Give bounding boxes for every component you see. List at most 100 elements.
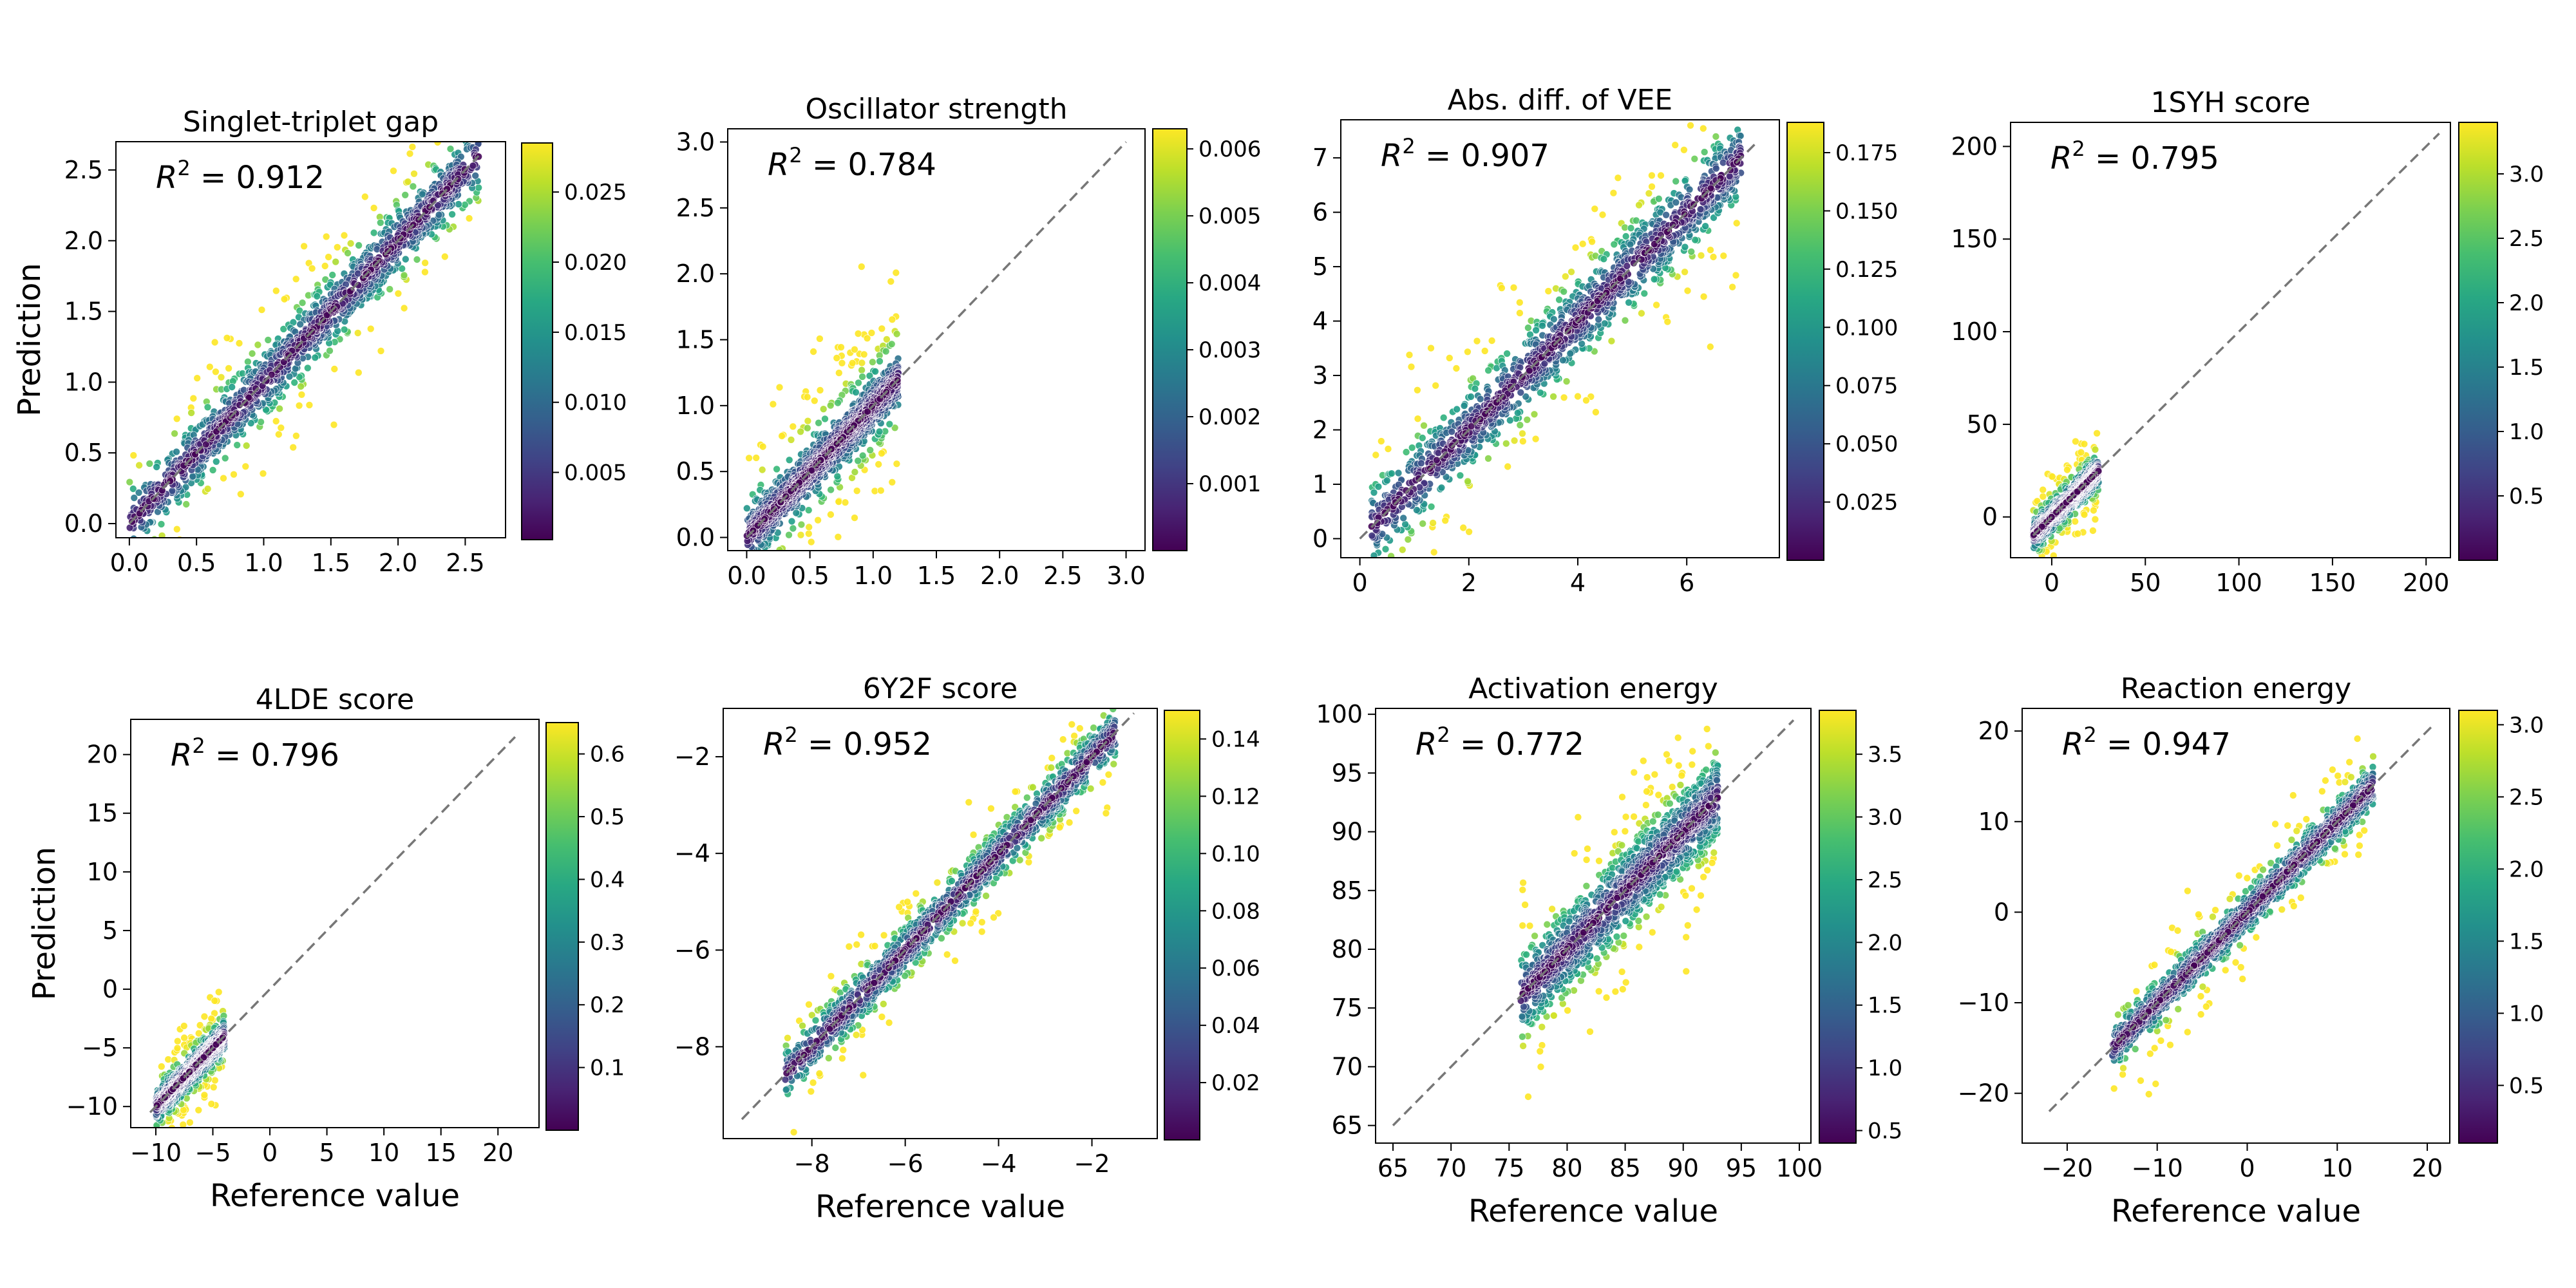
- data-point: [355, 242, 363, 249]
- data-point: [878, 325, 886, 333]
- data-point: [1697, 251, 1705, 260]
- data-point: [1719, 252, 1728, 260]
- data-point: [143, 540, 150, 547]
- data-point: [1419, 520, 1426, 527]
- data-point: [254, 341, 262, 349]
- data-point: [196, 446, 205, 455]
- data-point: [212, 368, 220, 376]
- x-tick-label: 0.0: [727, 562, 766, 590]
- data-point: [1452, 365, 1461, 372]
- data-point: [330, 365, 339, 373]
- data-point: [744, 596, 751, 603]
- data-point: [893, 330, 901, 338]
- data-point: [1523, 415, 1531, 424]
- data-point: [785, 531, 793, 539]
- data-point: [803, 393, 811, 401]
- data-point: [264, 336, 272, 344]
- data-point: [858, 451, 867, 460]
- data-point: [877, 486, 885, 495]
- data-point: [855, 379, 862, 387]
- data-point: [2090, 506, 2098, 515]
- data-point: [1503, 350, 1511, 357]
- data-point: [300, 242, 308, 251]
- data-point: [769, 400, 777, 408]
- data-point: [1519, 430, 1526, 438]
- data-point: [217, 373, 225, 381]
- data-point: [1399, 514, 1407, 522]
- data-point: [220, 474, 227, 482]
- data-point: [785, 456, 793, 464]
- data-point: [869, 358, 876, 366]
- data-point: [866, 446, 874, 454]
- data-point: [1510, 437, 1519, 445]
- data-point: [1701, 222, 1709, 231]
- data-point: [851, 468, 859, 476]
- data-point: [272, 417, 280, 425]
- data-point: [1446, 354, 1454, 362]
- data-point: [1524, 324, 1532, 332]
- colorbar-tick-label: 0.050: [1835, 431, 1898, 457]
- data-point: [834, 399, 842, 407]
- x-tick-label: 0.5: [790, 562, 829, 590]
- data-point: [1488, 337, 1496, 345]
- data-point: [1681, 243, 1689, 251]
- data-point: [221, 454, 229, 462]
- data-point: [311, 354, 319, 362]
- data-point: [1650, 275, 1658, 283]
- data-point: [805, 529, 813, 538]
- data-point: [2071, 517, 2079, 526]
- y-tick-label: 3.0: [676, 128, 715, 156]
- data-point: [434, 201, 442, 209]
- data-point: [1465, 527, 1473, 536]
- data-point: [346, 240, 355, 247]
- data-point: [1506, 416, 1514, 424]
- y-tick-label: 1.0: [64, 368, 103, 396]
- data-point: [295, 401, 303, 410]
- data-point: [887, 278, 895, 285]
- data-point: [340, 325, 348, 334]
- data-point: [127, 578, 134, 585]
- x-tick-label: 2.5: [446, 549, 484, 577]
- data-point: [305, 401, 314, 409]
- data-point: [804, 417, 812, 425]
- data-point: [773, 465, 781, 473]
- data-point: [440, 252, 449, 261]
- data-point: [1414, 415, 1422, 423]
- colorbar-tick-label: 0.175: [1835, 140, 1898, 166]
- data-point: [289, 443, 298, 451]
- data-point: [1437, 484, 1446, 492]
- data-point: [1516, 309, 1524, 317]
- data-point: [1701, 80, 1709, 88]
- data-point: [1401, 520, 1409, 529]
- data-point: [819, 405, 828, 413]
- colorbar-gradient: [1786, 122, 1824, 561]
- data-point: [321, 262, 329, 270]
- data-point: [1484, 366, 1492, 375]
- data-point: [1598, 211, 1607, 219]
- data-point: [1671, 141, 1679, 149]
- data-point: [204, 403, 212, 412]
- data-point: [1464, 348, 1472, 356]
- data-point: [473, 119, 480, 126]
- colorbar-tick-label: 0.010: [564, 390, 627, 416]
- data-point: [354, 329, 362, 337]
- data-point: [826, 401, 835, 410]
- data-point: [386, 285, 394, 293]
- data-point: [202, 440, 210, 448]
- y-tick-label: 0.5: [64, 439, 103, 467]
- data-point: [2031, 577, 2038, 584]
- data-point: [142, 538, 149, 545]
- data-point: [187, 409, 195, 417]
- colorbar-tick-label: 0.004: [1198, 270, 1261, 296]
- x-tick-label: 4: [1570, 569, 1586, 597]
- colorbar-tick-label: 0.125: [1835, 257, 1898, 283]
- y-tick-label: 5: [1312, 252, 1328, 281]
- data-point: [888, 478, 896, 486]
- data-point: [1562, 272, 1569, 281]
- data-point: [1370, 488, 1378, 497]
- x-tick-label: 1.5: [312, 549, 350, 577]
- r2-annotation: R2 = 0.907: [1381, 134, 1549, 174]
- data-point: [296, 320, 305, 328]
